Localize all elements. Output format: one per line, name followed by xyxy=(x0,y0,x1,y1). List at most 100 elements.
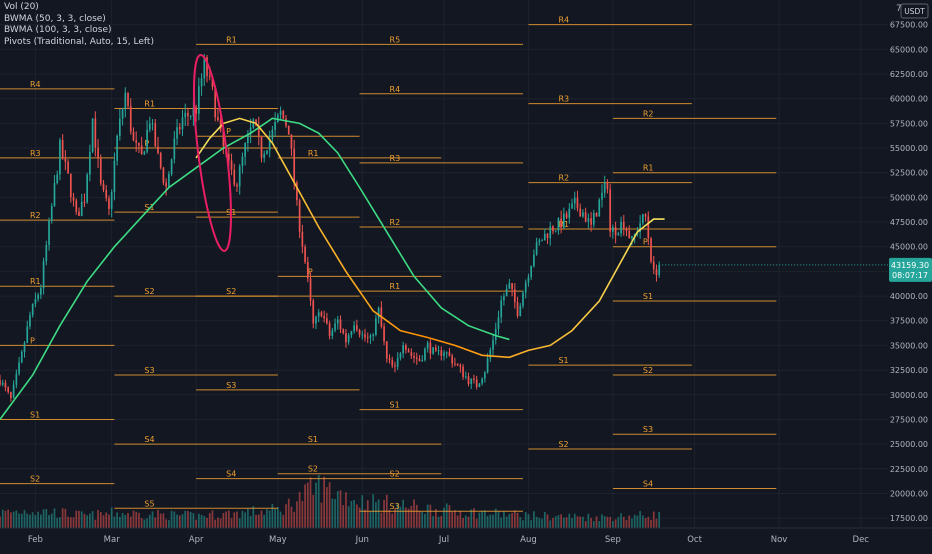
legend-bwma-100[interactable]: BWMA (100, 3, 3, close) xyxy=(4,25,112,35)
candle-body xyxy=(565,213,568,218)
volume-bar xyxy=(214,519,217,528)
volume-bar xyxy=(247,508,249,528)
volume-bar xyxy=(622,516,625,528)
candle-body xyxy=(80,201,83,217)
volume-bar xyxy=(113,516,116,528)
volume-bar xyxy=(91,511,94,528)
volume-bar xyxy=(1,509,4,528)
highlight-ellipse xyxy=(192,54,232,252)
month-label: Feb xyxy=(28,535,43,545)
volume-bar xyxy=(410,505,413,528)
volume-bar xyxy=(383,499,385,528)
price-tick-label: 27500.00 xyxy=(890,415,928,424)
candle-body xyxy=(601,192,603,200)
volume-bar xyxy=(334,499,336,528)
volume-bar xyxy=(470,509,473,528)
candle-body xyxy=(625,228,628,231)
candle-body xyxy=(200,78,203,87)
indicator-legend: Vol (20) BWMA (50, 3, 3, close) BWMA (10… xyxy=(4,2,154,48)
candle-body xyxy=(353,325,355,332)
price-tick-label: 50000.00 xyxy=(890,193,928,202)
legend-bwma-50[interactable]: BWMA (50, 3, 3, close) xyxy=(4,13,106,24)
pivot-label: S3 xyxy=(144,366,154,375)
pivot-label: R1 xyxy=(144,100,155,109)
candle-body xyxy=(274,122,276,130)
pivot-label: S1 xyxy=(643,292,653,301)
volume-bar xyxy=(290,506,293,528)
volume-bar xyxy=(285,504,287,528)
volume-bar xyxy=(481,511,483,528)
legend-volume[interactable]: Vol (20) xyxy=(4,2,39,12)
volume-bar xyxy=(206,517,208,528)
volume-bar xyxy=(571,518,573,528)
volume-bar xyxy=(633,514,636,528)
volume-bar xyxy=(582,516,584,528)
volume-bar xyxy=(554,516,557,528)
volume-bar xyxy=(448,505,451,528)
price-tick-label: 52500.00 xyxy=(890,169,928,178)
volume-bar xyxy=(342,505,345,528)
volume-bar xyxy=(601,514,603,528)
volume-bar xyxy=(503,511,505,528)
volume-bar xyxy=(358,507,361,528)
volume-bar xyxy=(241,510,244,528)
candle-body xyxy=(26,326,29,343)
candle-body xyxy=(511,283,513,290)
volume-bar xyxy=(478,512,481,528)
volume-bar xyxy=(315,482,317,528)
volume-bar xyxy=(260,510,263,528)
volume-bar xyxy=(222,513,225,528)
candle-body xyxy=(105,190,108,199)
price-tick-label: 22500.00 xyxy=(890,465,928,474)
volume-bar xyxy=(140,518,143,528)
volume-bar xyxy=(609,516,612,528)
legend-pivots[interactable]: Pivots (Traditional, Auto, 15, Left) xyxy=(4,36,154,47)
current-price-badge xyxy=(889,257,932,282)
candle-body xyxy=(23,342,26,352)
candle-body xyxy=(372,334,375,336)
volume-bar xyxy=(565,517,568,528)
candle-body xyxy=(102,183,105,191)
volume-bar xyxy=(178,515,181,528)
time-axis[interactable]: Feb Mar Apr May Jun Jul Aug Sep Oct Nov Dec xyxy=(0,527,932,550)
volume-bar xyxy=(407,508,410,528)
candle-body xyxy=(377,307,380,319)
volume-bar xyxy=(524,512,527,528)
price-tick-label: 20000.00 xyxy=(890,489,928,498)
candle-body xyxy=(154,123,157,147)
candle-body xyxy=(184,112,187,118)
volume-bar xyxy=(464,515,467,528)
volume-bar xyxy=(511,512,513,528)
candle-body xyxy=(410,352,413,356)
volume-bar xyxy=(252,506,255,528)
candle-body xyxy=(426,342,429,349)
volume-bar xyxy=(366,500,369,528)
candle-body xyxy=(257,125,260,136)
pivot-label: S4 xyxy=(144,435,154,444)
candle-body xyxy=(211,76,214,87)
volume-bar xyxy=(121,513,124,528)
volume-bar xyxy=(421,512,424,528)
candle-body xyxy=(500,300,503,318)
candle-body xyxy=(271,129,274,139)
volume-bar xyxy=(23,509,26,528)
volume-bar xyxy=(110,507,113,528)
pivot-label: S2 xyxy=(643,366,653,375)
candle-body xyxy=(549,226,552,238)
candle-body xyxy=(473,378,475,380)
time-axis-background xyxy=(0,528,932,550)
candle-body xyxy=(287,125,290,135)
candle-body xyxy=(451,355,454,364)
price-axis[interactable]: 17500.00 20000.00 22500.00 25000.00 27500.00… xyxy=(659,0,932,550)
candle-body xyxy=(418,358,421,362)
volume-bar xyxy=(282,514,285,528)
candle-body xyxy=(91,118,94,153)
candle-body xyxy=(97,147,99,159)
volume-bar xyxy=(399,506,402,528)
candle-body xyxy=(238,166,241,187)
candle-body xyxy=(285,118,287,126)
volume-bar xyxy=(312,494,315,528)
pivot-label: P xyxy=(226,127,231,136)
